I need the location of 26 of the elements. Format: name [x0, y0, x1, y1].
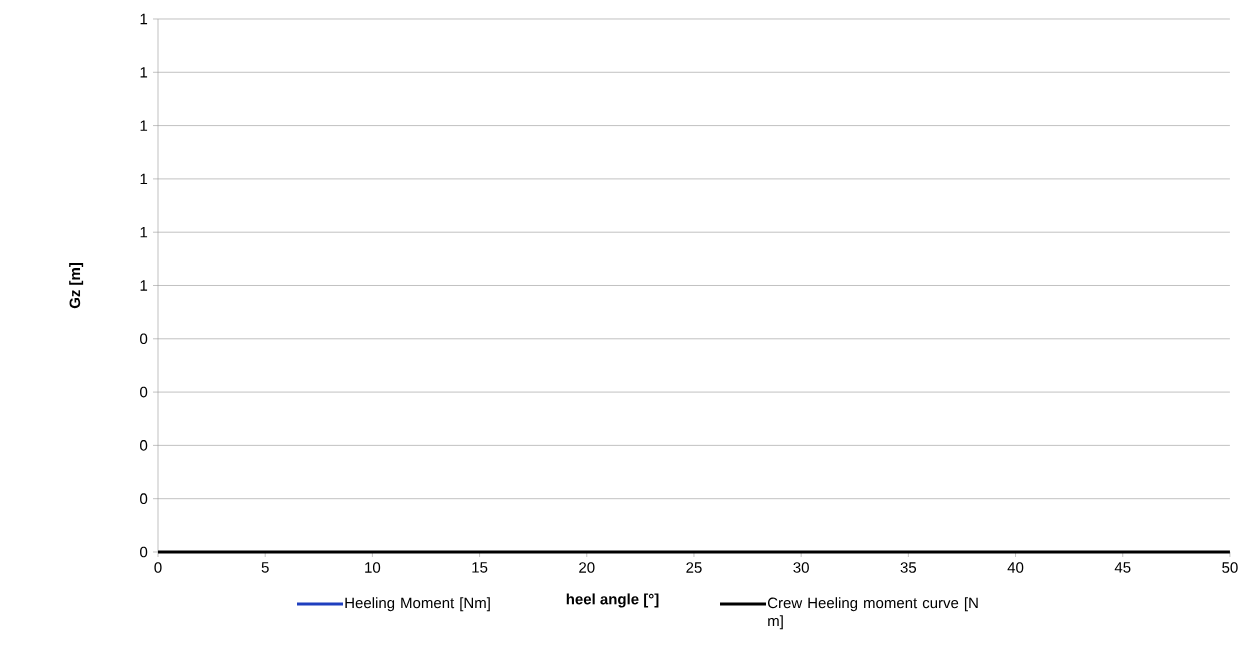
y-tick-label: 1 [140, 13, 148, 25]
x-tick-label: 20 [579, 562, 595, 573]
y-axis-title: Gz [m] [69, 263, 84, 309]
x-tick-label: 5 [261, 562, 269, 573]
y-tick-label: 1 [140, 227, 148, 238]
x-tick-label: 15 [472, 562, 488, 573]
x-tick-label: 45 [1114, 562, 1131, 573]
x-tick-label: 0 [154, 562, 162, 573]
y-tick-label: 1 [140, 280, 148, 291]
x-axis-title: heel angle [°] [566, 593, 659, 608]
x-tick-label: 30 [793, 562, 809, 573]
legend-label: Crew Heeling moment curve [N m] [767, 597, 978, 630]
y-tick-label: 0 [140, 333, 148, 345]
y-tick-label: 0 [140, 386, 148, 398]
y-tick-label: 1 [140, 173, 148, 185]
x-tick-label: 25 [686, 562, 702, 573]
x-tick-label: 50 [1222, 562, 1238, 573]
y-tick-label: 0 [140, 546, 148, 558]
y-tick-label: 0 [140, 440, 148, 451]
x-tick-label: 40 [1007, 562, 1024, 573]
x-tick-label: 35 [900, 562, 917, 573]
x-tick-label: 10 [365, 562, 381, 573]
legend-label: Heeling Moment [Nm] [345, 597, 490, 612]
y-tick-label: 0 [140, 493, 148, 504]
y-tick-label: 1 [140, 67, 148, 78]
y-tick-label: 1 [140, 120, 148, 131]
